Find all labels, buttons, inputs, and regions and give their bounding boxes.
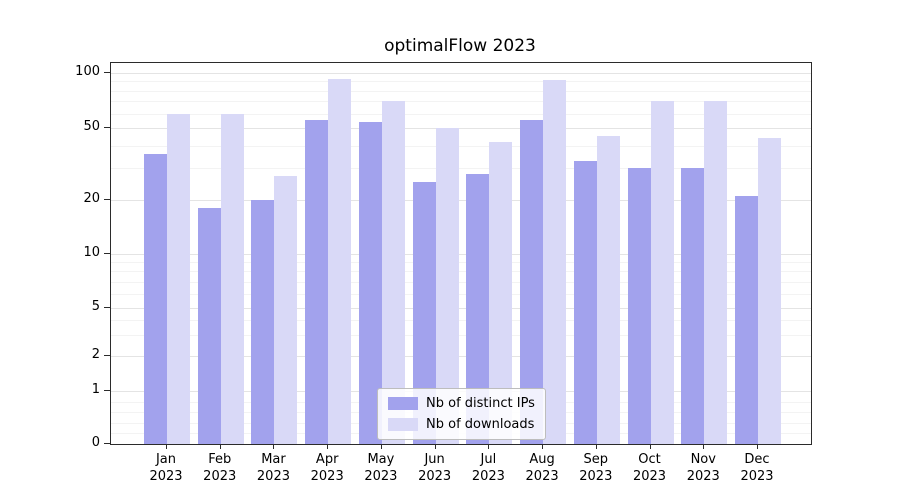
x-tick-mark [595, 444, 597, 449]
y-gridline-major [111, 73, 811, 74]
legend-swatch-distinct-ips [388, 397, 418, 410]
bar-downloads-may [381, 101, 405, 444]
x-tick-label-sep: Sep 2023 [579, 452, 613, 484]
y-gridline-major [111, 254, 811, 255]
y-gridline-minor [111, 81, 811, 83]
y-tick-mark [104, 253, 110, 254]
y-gridline-minor [111, 145, 811, 147]
x-tick-mark [542, 444, 544, 449]
bar-distinct-ips-mar [251, 200, 275, 444]
x-tick-label-nov: Nov 2023 [686, 452, 720, 484]
y-axis-tick-label-1: 1 [91, 382, 100, 397]
y-gridline-major [111, 308, 811, 309]
y-tick-mark [104, 72, 110, 73]
y-axis-tick-label-50: 50 [83, 119, 100, 134]
x-tick-label-may: May 2023 [364, 452, 398, 484]
legend-swatch-downloads [388, 418, 418, 431]
y-tick-mark [104, 199, 110, 200]
bar-downloads-feb [220, 113, 244, 444]
bar-distinct-ips-may [358, 121, 382, 444]
x-tick-label-mar: Mar 2023 [256, 452, 290, 484]
y-gridline-minor [111, 101, 811, 103]
y-tick-mark [104, 355, 110, 356]
bar-downloads-oct [650, 101, 674, 444]
x-tick-label-aug: Aug 2023 [525, 452, 559, 484]
bar-distinct-ips-jun [412, 182, 436, 444]
y-axis-tick-label-5: 5 [91, 299, 100, 314]
y-gridline-minor [111, 293, 811, 295]
y-tick-mark [104, 443, 110, 444]
bar-distinct-ips-apr [305, 120, 329, 444]
y-gridline-minor [111, 262, 811, 264]
y-gridline-major [111, 128, 811, 129]
legend-label-distinct-ips: Nb of distinct IPs [426, 396, 535, 411]
y-gridline-major [111, 356, 811, 357]
y-axis-tick-label-0: 0 [91, 435, 100, 450]
legend-item-downloads: Nb of downloads [388, 417, 535, 432]
y-gridline-minor [111, 168, 811, 170]
y-tick-mark [104, 307, 110, 308]
chart-title: optimalFlow 2023 [384, 36, 536, 56]
x-tick-mark [488, 444, 490, 449]
x-tick-label-jun: Jun 2023 [418, 452, 452, 484]
legend: Nb of distinct IPs Nb of downloads [377, 388, 546, 440]
plot-area [110, 62, 812, 445]
bar-downloads-jan [167, 113, 190, 444]
legend-label-downloads: Nb of downloads [426, 417, 535, 432]
bar-downloads-aug [543, 79, 567, 444]
x-tick-mark [703, 444, 705, 449]
x-tick-label-oct: Oct 2023 [632, 452, 667, 484]
bar-downloads-jul [489, 141, 513, 444]
bar-downloads-mar [274, 176, 298, 444]
bar-distinct-ips-feb [197, 208, 221, 444]
y-tick-mark [104, 390, 110, 391]
bar-distinct-ips-aug [520, 120, 544, 444]
x-tick-mark [166, 444, 167, 449]
x-tick-label-feb: Feb 2023 [203, 452, 237, 484]
legend-item-distinct-ips: Nb of distinct IPs [388, 396, 535, 411]
x-tick-label-jul: Jul 2023 [471, 452, 505, 484]
bar-distinct-ips-sep [573, 160, 597, 444]
x-tick-mark [273, 444, 275, 449]
x-tick-label-dec: Dec 2023 [740, 452, 774, 484]
y-axis-tick-label-10: 10 [83, 245, 100, 260]
bar-downloads-dec [757, 138, 781, 444]
x-tick-mark [434, 444, 436, 449]
x-tick-mark [327, 444, 329, 449]
bar-downloads-sep [596, 136, 620, 444]
y-gridline-minor [111, 113, 811, 115]
y-gridline-major [111, 200, 811, 201]
y-gridline-minor [111, 319, 811, 321]
bar-downloads-apr [328, 78, 352, 444]
bar-distinct-ips-oct [627, 168, 651, 444]
bar-distinct-ips-jan [144, 153, 167, 444]
y-gridline-minor [111, 281, 811, 283]
y-axis-tick-label-20: 20 [83, 191, 100, 206]
bar-downloads-jun [435, 128, 459, 444]
y-tick-mark [104, 127, 110, 128]
y-axis-tick-label-2: 2 [91, 347, 100, 362]
x-tick-label-apr: Apr 2023 [310, 452, 344, 484]
x-tick-mark [756, 444, 758, 449]
y-axis-tick-label-100: 100 [75, 64, 100, 79]
bar-distinct-ips-nov [681, 168, 705, 444]
bar-distinct-ips-jul [466, 173, 490, 444]
y-gridline-minor [111, 334, 811, 336]
x-tick-mark [649, 444, 651, 449]
x-tick-mark [219, 444, 221, 449]
bar-distinct-ips-dec [734, 196, 758, 444]
x-tick-mark [380, 444, 382, 449]
y-gridline-minor [111, 271, 811, 273]
bar-downloads-nov [704, 101, 728, 444]
x-tick-label-jan: Jan 2023 [149, 452, 183, 484]
y-gridline-minor [111, 90, 811, 92]
